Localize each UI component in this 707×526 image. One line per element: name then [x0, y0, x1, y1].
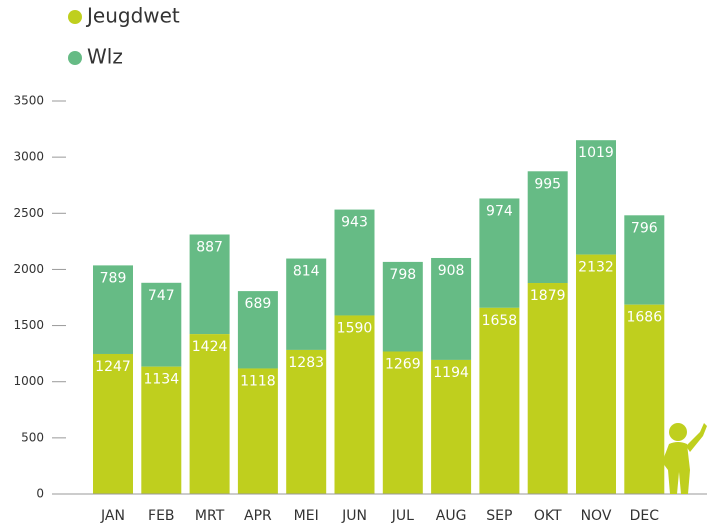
bar-segment — [286, 349, 327, 494]
y-tick-label: 3000 — [13, 150, 44, 164]
bar-segment — [431, 359, 472, 494]
data-label: 798 — [389, 267, 416, 283]
x-tick-label: MEI — [294, 508, 319, 524]
bar-segment — [237, 291, 278, 369]
data-label: 995 — [534, 176, 561, 192]
data-label: 1658 — [482, 313, 518, 329]
x-tick-label: OKT — [534, 508, 562, 524]
bar-segment — [576, 254, 616, 494]
bar-segment — [576, 140, 616, 255]
y-tick-label: 500 — [21, 430, 44, 444]
bar-segment — [479, 198, 520, 308]
data-label: 1019 — [578, 145, 614, 161]
bar-segment — [382, 351, 423, 494]
data-label: 1269 — [385, 357, 421, 373]
x-tick-label: NOV — [581, 508, 612, 524]
x-tick-label: FEB — [148, 508, 175, 524]
legend-label: Wlz — [87, 45, 123, 69]
data-label: 1879 — [530, 288, 566, 304]
data-label: 908 — [438, 263, 465, 279]
bar-segment — [334, 209, 375, 316]
data-label: 1283 — [288, 355, 324, 371]
x-tick-label: DEC — [630, 508, 660, 524]
bar-segment — [624, 215, 665, 305]
x-tick-label: SEP — [486, 508, 512, 524]
bar-segment — [334, 315, 375, 494]
y-tick-label: 2000 — [13, 262, 44, 276]
y-tick-label: 2500 — [13, 206, 44, 220]
bar-segment — [189, 234, 230, 335]
bar-segment — [141, 366, 182, 494]
bar-segment — [479, 307, 520, 494]
bar-segment — [189, 334, 230, 494]
bar-segment — [237, 368, 278, 494]
bar-segment — [624, 304, 665, 494]
bar-segment — [382, 261, 423, 352]
x-tick-label: JUL — [391, 508, 414, 524]
legend-dot — [68, 51, 82, 65]
x-tick-label: MRT — [195, 508, 225, 524]
bar-segment — [141, 282, 182, 367]
bar-segment — [93, 353, 133, 494]
legend-dot — [68, 10, 82, 24]
legend-label: Jeugdwet — [85, 4, 180, 28]
bar-segment — [93, 265, 133, 354]
data-label: 796 — [631, 220, 658, 236]
y-tick-label: 1000 — [13, 374, 44, 388]
data-label: 1424 — [192, 339, 228, 355]
y-tick-label: 0 — [36, 487, 44, 501]
data-label: 1134 — [143, 372, 179, 388]
data-label: 747 — [148, 288, 175, 304]
data-label: 943 — [341, 215, 368, 231]
bar-segment — [286, 258, 327, 350]
x-tick-label: JUN — [341, 508, 367, 524]
data-label: 814 — [293, 264, 320, 280]
x-tick-label: APR — [244, 508, 272, 524]
data-label: 2132 — [578, 260, 614, 276]
data-label: 1686 — [626, 310, 662, 326]
bar-segment — [431, 257, 472, 360]
x-tick-label: AUG — [436, 508, 467, 524]
y-tick-label: 1500 — [13, 318, 44, 332]
mascot-icon — [662, 423, 707, 494]
data-label: 1194 — [433, 365, 469, 381]
data-label: 1118 — [240, 373, 276, 389]
x-tick-label: JAN — [100, 508, 125, 524]
data-label: 974 — [486, 203, 513, 219]
bar-segment — [527, 283, 568, 494]
data-label: 789 — [100, 270, 127, 286]
data-label: 887 — [196, 240, 223, 256]
y-tick-label: 3500 — [13, 94, 44, 108]
bar-segment — [527, 171, 568, 284]
data-label: 689 — [245, 296, 272, 312]
data-label: 1247 — [95, 359, 131, 375]
data-label: 1590 — [337, 320, 373, 336]
